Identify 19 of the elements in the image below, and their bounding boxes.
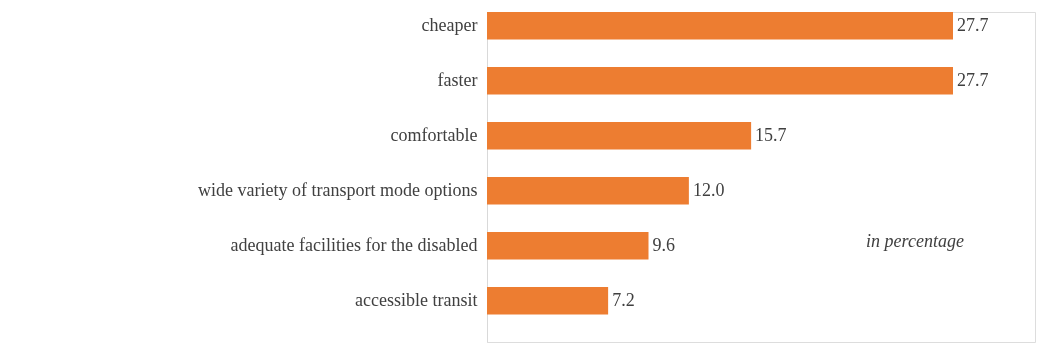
bar xyxy=(487,12,953,40)
data-label: 9.6 xyxy=(652,234,675,255)
y-tick-label: cheaper xyxy=(421,14,478,35)
y-tick-label: wide variety of transport mode options xyxy=(198,179,478,200)
data-label: 15.7 xyxy=(755,124,787,145)
y-tick-label: accessible transit xyxy=(355,289,478,310)
y-tick-label: adequate facilities for the disabled xyxy=(230,234,478,255)
data-label: 27.7 xyxy=(957,14,989,35)
data-label: 12.0 xyxy=(692,179,725,200)
bar xyxy=(487,232,649,260)
y-tick-label: comfortable xyxy=(390,124,478,145)
bar xyxy=(487,287,609,315)
bar xyxy=(487,67,953,95)
annotation: in percentage xyxy=(866,231,964,251)
y-tick-label: faster xyxy=(437,69,478,90)
data-label: 27.7 xyxy=(957,69,989,90)
data-label: 7.2 xyxy=(612,289,635,310)
bar xyxy=(487,177,689,205)
bar xyxy=(487,122,752,150)
